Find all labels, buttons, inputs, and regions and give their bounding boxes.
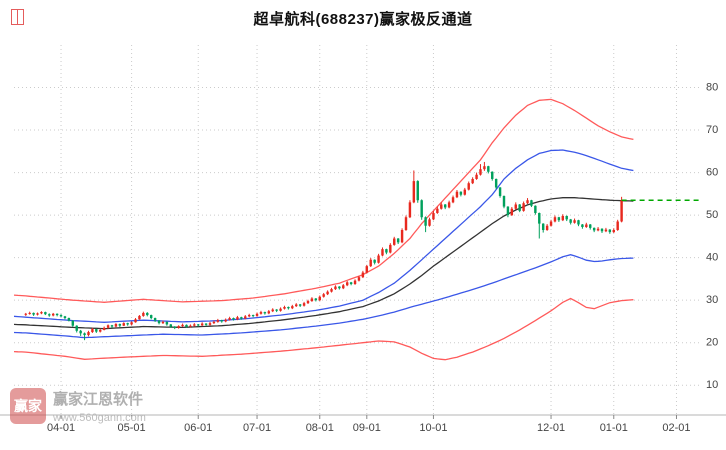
svg-text:01-01: 01-01 — [600, 422, 628, 434]
svg-text:30: 30 — [706, 294, 718, 306]
upper-red-band — [13, 98, 634, 303]
svg-text:60: 60 — [706, 166, 718, 178]
lower-red-band — [13, 297, 634, 361]
svg-text:80: 80 — [706, 81, 718, 93]
candlesticks — [24, 161, 623, 341]
watermark: 赢家 赢家江恩软件 www.560gann.com — [10, 388, 146, 424]
svg-text:06-01: 06-01 — [184, 422, 212, 434]
watermark-text: 赢家江恩软件 www.560gann.com — [53, 388, 146, 424]
x-axis — [0, 414, 726, 419]
brand-logo-text: 赢家 — [14, 397, 42, 414]
svg-text:02-01: 02-01 — [662, 422, 690, 434]
svg-text:05-01: 05-01 — [118, 422, 146, 434]
svg-text:08-01: 08-01 — [306, 422, 334, 434]
y-axis-labels: 10 20 30 40 50 60 70 80 — [706, 81, 718, 391]
brand-logo-icon: 赢家 — [10, 388, 46, 424]
svg-text:12-01: 12-01 — [537, 422, 565, 434]
svg-text:09-01: 09-01 — [353, 422, 381, 434]
watermark-url: www.560gann.com — [53, 412, 146, 424]
channel-lines — [13, 98, 634, 361]
svg-text:07-01: 07-01 — [243, 422, 271, 434]
watermark-brand: 赢家江恩软件 — [53, 391, 144, 408]
chart-title: 超卓航科(688237)赢家极反通道 — [253, 11, 473, 28]
middle-black-line — [13, 197, 634, 330]
upper-blue-band — [13, 149, 634, 323]
svg-text:10-01: 10-01 — [419, 422, 447, 434]
corner-mark-icon — [11, 9, 24, 25]
lower-blue-band — [13, 254, 634, 339]
svg-text:40: 40 — [706, 252, 718, 264]
svg-text:20: 20 — [706, 337, 718, 349]
svg-text:70: 70 — [706, 124, 718, 136]
x-axis-labels: 04-01 05-01 06-01 07-01 08-01 09-01 10-01 12-01… — [47, 422, 691, 434]
svg-text:50: 50 — [706, 209, 718, 221]
svg-text:10: 10 — [706, 379, 718, 391]
svg-text:04-01: 04-01 — [47, 422, 75, 434]
